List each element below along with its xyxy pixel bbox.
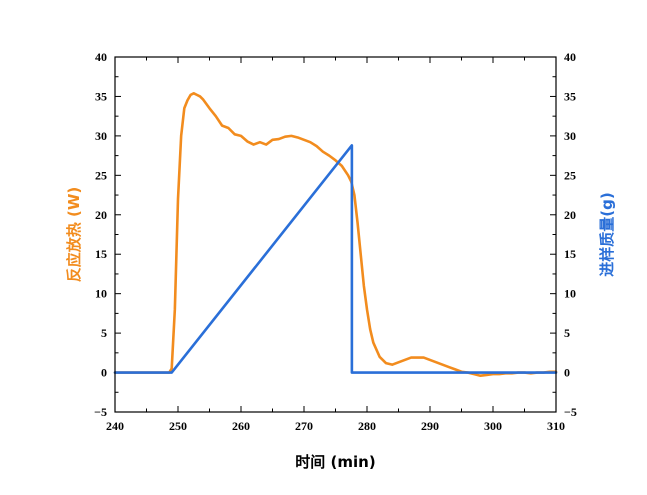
y-right-tick-label: 15 [564,247,576,261]
x-tick-label: 290 [421,419,439,433]
y-right-tick-label: 0 [564,366,570,380]
heat-release-line [113,91,558,378]
x-axis-title: 时间 (min) [295,453,375,471]
sample-mass-line [113,144,558,374]
y-left-tick-label: 40 [95,50,107,64]
tick-labels-layer: 240 250 260 270 280 290 300 310−505101520253035… [94,50,577,433]
y-left-tick-label: 5 [101,326,107,340]
y-right-tick-label: 25 [564,168,576,182]
series-layer [113,91,558,378]
y-left-tick-label: 20 [95,208,107,222]
x-tick-label: 260 [232,419,250,433]
y-left-tick-label: 25 [95,168,107,182]
x-tick-label: 300 [484,419,502,433]
y-right-tick-label: 5 [564,326,570,340]
y-left-tick-label: 35 [95,89,107,103]
x-tick-label: 250 [169,419,187,433]
x-tick-label: 310 [547,419,565,433]
y-right-tick-label: 35 [564,89,576,103]
x-tick-label: 270 [295,419,313,433]
y-right-tick-label: 30 [564,129,576,143]
y-left-tick-label: 15 [95,247,107,261]
x-tick-label: 280 [358,419,376,433]
y-right-tick-label: 10 [564,287,576,301]
y-left-tick-label: 10 [95,287,107,301]
y-right-tick-label: −5 [564,405,577,419]
y-left-tick-label: 0 [101,366,107,380]
y-right-tick-label: 40 [564,50,576,64]
plot-frame [114,56,557,413]
y-left-tick-label: −5 [94,405,107,419]
y-axis-right-title: 进样质量(g) [598,192,616,276]
y-right-tick-label: 20 [564,208,576,222]
y-axis-left-title: 反应放热 (W) [65,187,83,282]
y-left-tick-label: 30 [95,129,107,143]
x-tick-label: 240 [106,419,124,433]
